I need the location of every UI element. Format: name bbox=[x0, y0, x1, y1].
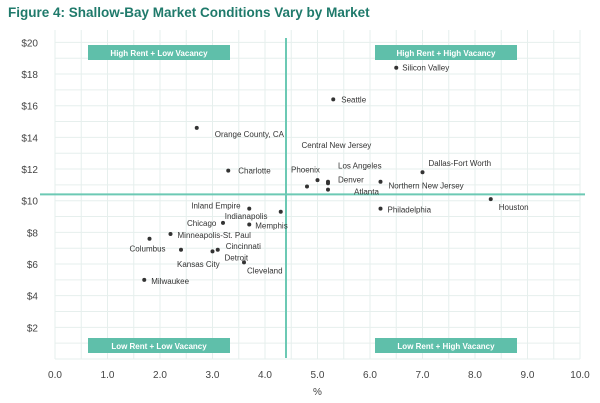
point-label: Cincinnati bbox=[226, 242, 261, 251]
data-point bbox=[326, 181, 330, 186]
data-point bbox=[142, 277, 147, 282]
x-tick-label: 9.0 bbox=[521, 370, 535, 381]
data-point bbox=[278, 209, 283, 214]
quadrant-box bbox=[88, 45, 230, 60]
point-label: Charlotte bbox=[238, 167, 271, 176]
point-label: Seattle bbox=[341, 95, 366, 104]
data-point bbox=[210, 249, 215, 254]
data-point bbox=[247, 222, 252, 227]
point-label: Phoenix bbox=[291, 165, 320, 174]
point-label: Silicon Valley bbox=[402, 64, 449, 73]
data-point bbox=[168, 231, 173, 236]
data-point bbox=[378, 179, 383, 184]
point-label: Memphis bbox=[255, 221, 287, 230]
y-tick-label: $8 bbox=[27, 228, 39, 239]
data-point bbox=[394, 65, 399, 70]
y-tick-label: $6 bbox=[27, 260, 39, 271]
quadrant-label: High Rent + High Vacancy bbox=[397, 49, 496, 58]
quadrant-box bbox=[88, 338, 230, 353]
point-label: Minneapolis-St. Paul bbox=[178, 231, 252, 240]
data-point bbox=[194, 125, 199, 130]
x-tick-label: 10.0 bbox=[570, 370, 590, 381]
point-label: Inland Empire bbox=[191, 202, 241, 211]
chart-title: Figure 4: Shallow-Bay Market Conditions … bbox=[8, 5, 370, 20]
data-point bbox=[247, 206, 252, 211]
quadrant-box bbox=[375, 338, 517, 353]
data-point bbox=[420, 170, 425, 175]
point-label: Houston bbox=[499, 203, 529, 212]
data-point bbox=[331, 97, 336, 102]
quadrant-label: Low Rent + Low Vacancy bbox=[111, 342, 207, 351]
quadrant-label: Low Rent + High Vacancy bbox=[397, 342, 495, 351]
quadrant-label: High Rent + Low Vacancy bbox=[110, 49, 208, 58]
y-tick-label: $4 bbox=[27, 292, 39, 303]
x-tick-label: 2.0 bbox=[153, 370, 167, 381]
point-label: Orange County, CA bbox=[215, 130, 285, 139]
x-tick-label: 3.0 bbox=[206, 370, 220, 381]
point-label: Cleveland bbox=[247, 266, 283, 275]
x-tick-label: 6.0 bbox=[363, 370, 377, 381]
data-point bbox=[221, 220, 225, 225]
point-label: Philadelphia bbox=[388, 206, 432, 215]
data-point bbox=[215, 247, 220, 252]
y-tick-label: $20 bbox=[21, 38, 38, 49]
data-point bbox=[147, 236, 152, 241]
data-point bbox=[179, 247, 183, 252]
x-tick-label: 1.0 bbox=[101, 370, 115, 381]
point-label: Atlanta bbox=[354, 188, 379, 197]
data-point bbox=[488, 197, 493, 202]
data-point bbox=[315, 178, 320, 183]
data-point bbox=[326, 187, 330, 192]
y-tick-label: $2 bbox=[27, 323, 39, 334]
x-tick-label: 0.0 bbox=[48, 370, 62, 381]
x-tick-label: 8.0 bbox=[468, 370, 482, 381]
data-point bbox=[226, 168, 231, 173]
point-label: Columbus bbox=[130, 245, 166, 254]
point-label: Milwaukee bbox=[151, 277, 189, 286]
point-label: Chicago bbox=[187, 219, 217, 228]
data-point bbox=[242, 260, 246, 265]
y-tick-label: $14 bbox=[21, 133, 38, 144]
data-point bbox=[378, 206, 383, 211]
x-tick-label: 4.0 bbox=[258, 370, 272, 381]
y-tick-label: $18 bbox=[21, 70, 38, 81]
point-label: Los Angeles bbox=[338, 162, 382, 171]
point-label: Detroit bbox=[225, 253, 249, 262]
y-tick-label: $10 bbox=[21, 197, 38, 208]
point-label: Kansas City bbox=[177, 260, 220, 269]
point-label: Central New Jersey bbox=[302, 141, 372, 150]
quadrant-box bbox=[375, 45, 517, 60]
point-label: Northern New Jersey bbox=[389, 182, 464, 191]
point-label: Indianapolis bbox=[225, 212, 268, 221]
data-point bbox=[305, 184, 309, 189]
point-label: Dallas-Fort Worth bbox=[429, 159, 492, 168]
x-axis-label: % bbox=[313, 387, 322, 398]
y-tick-label: $16 bbox=[21, 102, 38, 113]
x-tick-label: 5.0 bbox=[311, 370, 325, 381]
x-tick-label: 7.0 bbox=[416, 370, 430, 381]
point-label: Denver bbox=[338, 175, 364, 184]
y-tick-label: $12 bbox=[21, 165, 38, 176]
